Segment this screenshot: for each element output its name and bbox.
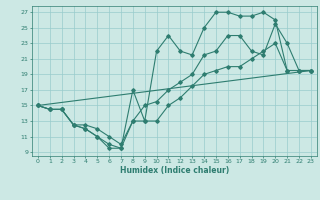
X-axis label: Humidex (Indice chaleur): Humidex (Indice chaleur) xyxy=(120,166,229,175)
